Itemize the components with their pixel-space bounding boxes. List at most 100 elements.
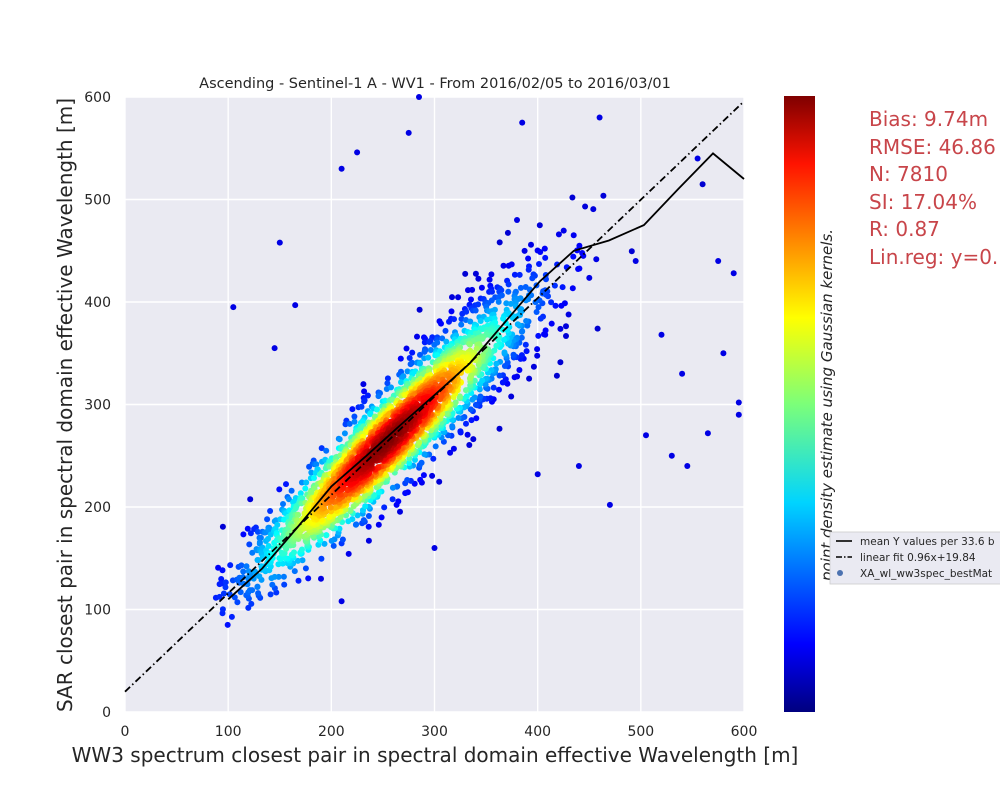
scatter-point: [299, 557, 306, 564]
scatter-point: [418, 459, 425, 466]
scatter-point: [298, 479, 305, 486]
scatter-point: [288, 487, 295, 494]
scatter-point: [409, 349, 416, 356]
scatter-point: [525, 266, 532, 273]
scatter-point: [275, 561, 282, 568]
scatter-point: [505, 288, 512, 295]
scatter-point: [425, 354, 432, 361]
stats-panel: Bias: 9.74m RMSE: 46.86 N: 7810 SI: 17.0…: [869, 106, 998, 271]
scatter-point: [521, 247, 528, 254]
scatter-point: [421, 451, 428, 458]
scatter-point: [318, 575, 324, 582]
scatter-point: [452, 399, 459, 406]
scatter-point: [247, 530, 254, 537]
scatter-point: [442, 327, 449, 334]
scatter-point: [388, 384, 394, 391]
scatter-point: [457, 428, 464, 435]
x-tick-label: 200: [318, 724, 345, 740]
y-tick-label: 400: [84, 295, 111, 311]
scatter-point: [397, 508, 403, 515]
scatter-point: [276, 555, 283, 562]
scatter-point: [490, 384, 497, 391]
scatter-point: [477, 318, 484, 324]
scatter-point: [328, 537, 335, 544]
scatter-point: [384, 412, 391, 419]
scatter-point: [244, 525, 251, 532]
scatter-point: [302, 485, 309, 492]
scatter-point: [299, 546, 305, 553]
scatter-point: [311, 475, 317, 481]
scatter-point: [434, 339, 441, 346]
scatter-point: [219, 567, 226, 574]
scatter-point: [362, 503, 369, 510]
scatter-point: [596, 114, 603, 121]
scatter-point: [227, 562, 234, 569]
scatter-point: [280, 573, 287, 580]
scatter-point: [318, 445, 325, 452]
scatter-point: [291, 568, 298, 575]
scatter-point: [216, 593, 223, 600]
scatter-point: [389, 496, 396, 503]
scatter-point: [466, 341, 473, 348]
scatter-point: [557, 359, 564, 366]
scatter-point: [478, 284, 485, 291]
scatter-point: [269, 581, 276, 588]
scatter-point: [496, 239, 503, 246]
scatter-point: [501, 363, 508, 369]
scatter-point: [502, 320, 509, 326]
scatter-point: [628, 248, 635, 255]
legend: mean Y values per 33.6 b linear fit 0.96…: [829, 531, 1000, 585]
scatter-point: [405, 129, 412, 136]
scatter-point: [450, 445, 457, 452]
scatter-point: [219, 523, 226, 530]
scatter-point: [565, 311, 572, 318]
scatter-point: [511, 374, 518, 381]
scatter-point: [548, 320, 555, 327]
scatter-point: [534, 471, 541, 478]
scatter-point: [694, 155, 701, 162]
scatter-point: [507, 300, 514, 307]
stat-linreg: Lin.reg: y=0.: [869, 244, 999, 269]
scatter-point: [576, 242, 583, 249]
scatter-point: [339, 536, 346, 543]
scatter-point: [533, 309, 540, 315]
scatter-point: [302, 565, 309, 572]
scatter-point: [249, 587, 256, 594]
series-lines: [124, 100, 745, 693]
scatter-point: [563, 323, 569, 330]
scatter-point: [361, 388, 368, 395]
scatter-point: [514, 321, 521, 328]
scatter-point: [351, 413, 358, 420]
scatter-point: [416, 360, 423, 367]
scatter-point: [517, 284, 524, 291]
scatter-point: [271, 345, 278, 352]
scatter-point: [537, 315, 544, 322]
scatter-point: [264, 516, 271, 523]
scatter-point: [292, 302, 299, 309]
scatter-point: [222, 579, 229, 586]
scatter-point: [255, 590, 262, 597]
legend-point-swatch: [837, 570, 843, 576]
scatter-point: [542, 254, 549, 261]
x-tick-label: 500: [627, 724, 654, 740]
y-tick-label: 0: [102, 705, 111, 721]
scatter-point: [240, 531, 247, 538]
scatter-point: [493, 342, 500, 349]
legend-fit-label: linear fit 0.96x+19.84: [860, 552, 976, 564]
scatter-point: [542, 327, 549, 334]
scatter-point: [414, 333, 420, 340]
scatter-point: [720, 350, 727, 357]
scatter-point: [511, 271, 518, 278]
y-tick-label: 200: [84, 500, 111, 516]
scatter-point: [495, 298, 502, 305]
scatter-point: [431, 545, 438, 551]
scatter-point: [438, 320, 444, 327]
scatter-point: [468, 296, 474, 303]
scatter-point: [643, 432, 649, 439]
scatter-point: [500, 262, 507, 269]
stat-r: R: 0.87: [869, 217, 940, 241]
scatter-point: [575, 266, 582, 272]
scatter-point: [436, 478, 443, 485]
scatter-point: [417, 351, 423, 358]
scatter-point: [398, 379, 404, 386]
